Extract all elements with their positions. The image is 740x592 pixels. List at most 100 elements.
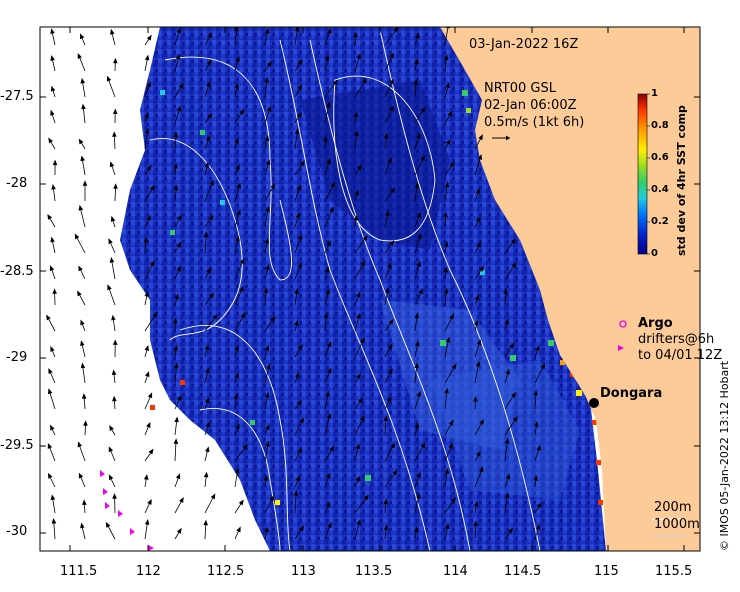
current-vector-head	[143, 474, 149, 480]
x-tick-label: 115	[594, 564, 619, 579]
current-vector-head	[325, 288, 330, 295]
current-vector-head	[476, 241, 481, 248]
current-vector-head	[52, 159, 58, 166]
current-vector-head	[50, 55, 55, 61]
current-vector-head	[148, 448, 154, 455]
current-vector-head	[299, 417, 304, 424]
current-vector-head	[393, 27, 399, 33]
current-vector-head	[50, 424, 55, 431]
current-vector-head	[479, 265, 484, 272]
current-vector-head	[176, 105, 182, 112]
current-vector-head	[47, 472, 53, 479]
current-vector-head	[108, 446, 114, 453]
current-time-label: 02-Jan 06:00Z	[484, 98, 577, 113]
current-vector-head	[173, 184, 179, 191]
current-vector-head	[360, 260, 366, 267]
current-vector-head	[414, 58, 419, 65]
current-vector-head	[174, 293, 179, 300]
current-vector-head	[444, 181, 450, 188]
current-vector-head	[420, 106, 426, 113]
current-vectors	[46, 27, 545, 540]
current-vector-head	[80, 340, 85, 347]
current-vector-head	[144, 291, 149, 297]
current-vector-head	[233, 393, 239, 399]
current-vector-head	[209, 179, 214, 186]
drifter-tracks	[100, 470, 154, 551]
current-vector-head	[362, 78, 367, 84]
current-vector-head	[205, 421, 211, 428]
current-vector-head	[505, 473, 511, 480]
current-vector-head	[203, 519, 209, 526]
current-vector-head	[508, 527, 514, 534]
current-vector-head	[112, 131, 117, 137]
current-vector-head	[296, 184, 301, 191]
current-vector-head	[234, 344, 240, 351]
current-vector-head	[51, 518, 57, 524]
current-vector-head	[106, 75, 112, 82]
current-vector-head	[509, 342, 515, 349]
map-plot-area	[40, 27, 700, 551]
current-vector-head	[355, 291, 361, 298]
current-vector-head	[52, 288, 57, 294]
current-vector-head	[108, 238, 113, 245]
current-vector-head	[108, 474, 114, 481]
current-vector-head	[50, 236, 55, 243]
current-vector-head	[383, 498, 389, 505]
current-vector-head	[443, 240, 449, 247]
y-tick-label: -28	[6, 176, 28, 191]
current-vector-head	[234, 82, 239, 89]
current-vector-head	[383, 524, 389, 530]
colorbar-tick: 0.6	[651, 152, 669, 163]
current-vector-head	[146, 422, 151, 428]
current-vector-head	[174, 362, 179, 369]
current-vector-head	[149, 260, 155, 267]
current-vector-head	[417, 232, 422, 239]
current-vector-head	[327, 367, 332, 374]
current-vector-head	[416, 471, 421, 478]
current-vector-head	[269, 495, 275, 502]
current-vector-head	[416, 211, 421, 218]
current-vector-head	[392, 469, 398, 476]
current-vector-head	[77, 441, 82, 448]
current-vector-head	[353, 111, 359, 118]
current-vector-head	[420, 442, 426, 449]
current-vector-head	[264, 76, 270, 83]
current-vector-head	[270, 316, 276, 322]
x-tick-label: 112.5	[207, 564, 245, 579]
current-vector-head	[144, 345, 149, 351]
y-tick-label: -29	[6, 350, 28, 365]
current-vector-head	[212, 313, 218, 320]
current-vector-head	[476, 339, 482, 346]
current-vector-head	[207, 32, 213, 39]
current-vector-head	[475, 188, 481, 195]
current-vector-head	[329, 445, 335, 452]
current-vector-head	[173, 344, 179, 351]
current-vector-head	[326, 158, 331, 165]
current-vector-head	[235, 235, 240, 242]
current-vector-head	[77, 52, 82, 59]
current-vector-head	[447, 111, 453, 117]
current-vector-head	[386, 396, 392, 403]
current-vector-head	[445, 139, 451, 145]
current-vector-head	[360, 337, 365, 344]
current-vector-head	[414, 182, 420, 188]
current-vector-head	[176, 527, 182, 534]
current-vector-head	[297, 84, 303, 91]
current-vector-head	[478, 466, 484, 473]
y-tick-label: -28.5	[0, 264, 34, 279]
current-vector-head	[173, 317, 178, 324]
current-vector-head	[112, 493, 117, 499]
current-vector-head	[173, 162, 178, 169]
current-vector-head	[78, 265, 83, 272]
current-vector-head	[476, 450, 481, 457]
argo-legend-symbol	[619, 320, 627, 328]
current-vector-head	[474, 294, 480, 301]
current-vector-head	[50, 28, 55, 35]
current-vector-head	[265, 391, 270, 398]
current-vector-head	[206, 59, 212, 66]
current-vector-head	[387, 262, 392, 269]
current-vector-head	[296, 399, 302, 406]
scale-label: 0.5m/s (1kt 6h)	[484, 115, 585, 130]
current-vector-head	[47, 388, 53, 395]
x-tick-label: 113.5	[355, 564, 393, 579]
